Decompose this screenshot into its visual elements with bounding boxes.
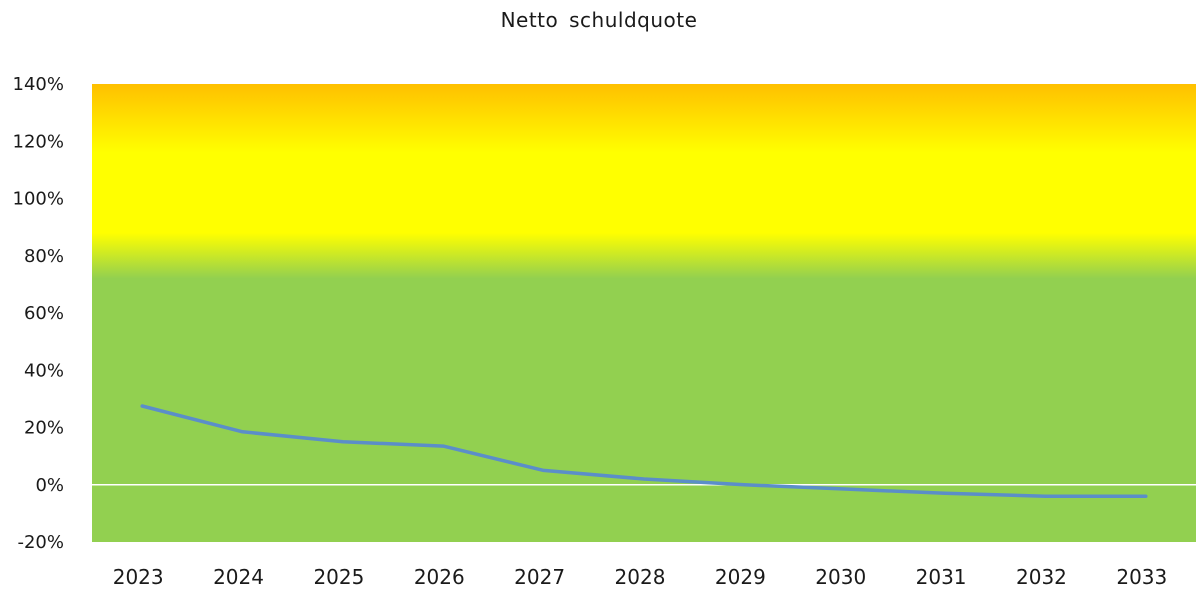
chart-title: Netto schuldquote bbox=[500, 8, 698, 32]
y-tick-label: 120% bbox=[13, 131, 64, 152]
series-layer bbox=[140, 404, 1148, 498]
y-tick-label: 0% bbox=[35, 475, 64, 496]
y-tick-label: 80% bbox=[24, 246, 64, 267]
y-tick-label: -20% bbox=[17, 532, 64, 553]
y-tick-label: 40% bbox=[24, 360, 64, 381]
plot-background bbox=[92, 84, 1196, 542]
y-tick-label: 100% bbox=[13, 189, 64, 210]
x-tick-label: 2024 bbox=[213, 565, 264, 589]
x-tick-label: 2031 bbox=[916, 565, 967, 589]
x-tick-label: 2027 bbox=[514, 565, 565, 589]
x-tick-label: 2030 bbox=[815, 565, 866, 589]
y-tick-label: 20% bbox=[24, 418, 64, 439]
x-axis: 2023 2024 2025 2026 2027 2028 2029 2030 2031 2032… bbox=[113, 565, 1168, 589]
x-tick-label: 2023 bbox=[113, 565, 164, 589]
y-axis: -20% 0% 20% 40% 60% 80% 100% 120% 140% bbox=[13, 74, 64, 553]
series-line bbox=[140, 404, 1148, 498]
x-tick-label: 2026 bbox=[414, 565, 465, 589]
x-tick-label: 2025 bbox=[313, 565, 364, 589]
x-tick-label: 2033 bbox=[1116, 565, 1167, 589]
y-tick-label: 60% bbox=[24, 303, 64, 324]
x-tick-label: 2029 bbox=[715, 565, 766, 589]
x-tick-label: 2032 bbox=[1016, 565, 1067, 589]
x-tick-label: 2028 bbox=[615, 565, 666, 589]
y-tick-label: 140% bbox=[13, 74, 64, 95]
